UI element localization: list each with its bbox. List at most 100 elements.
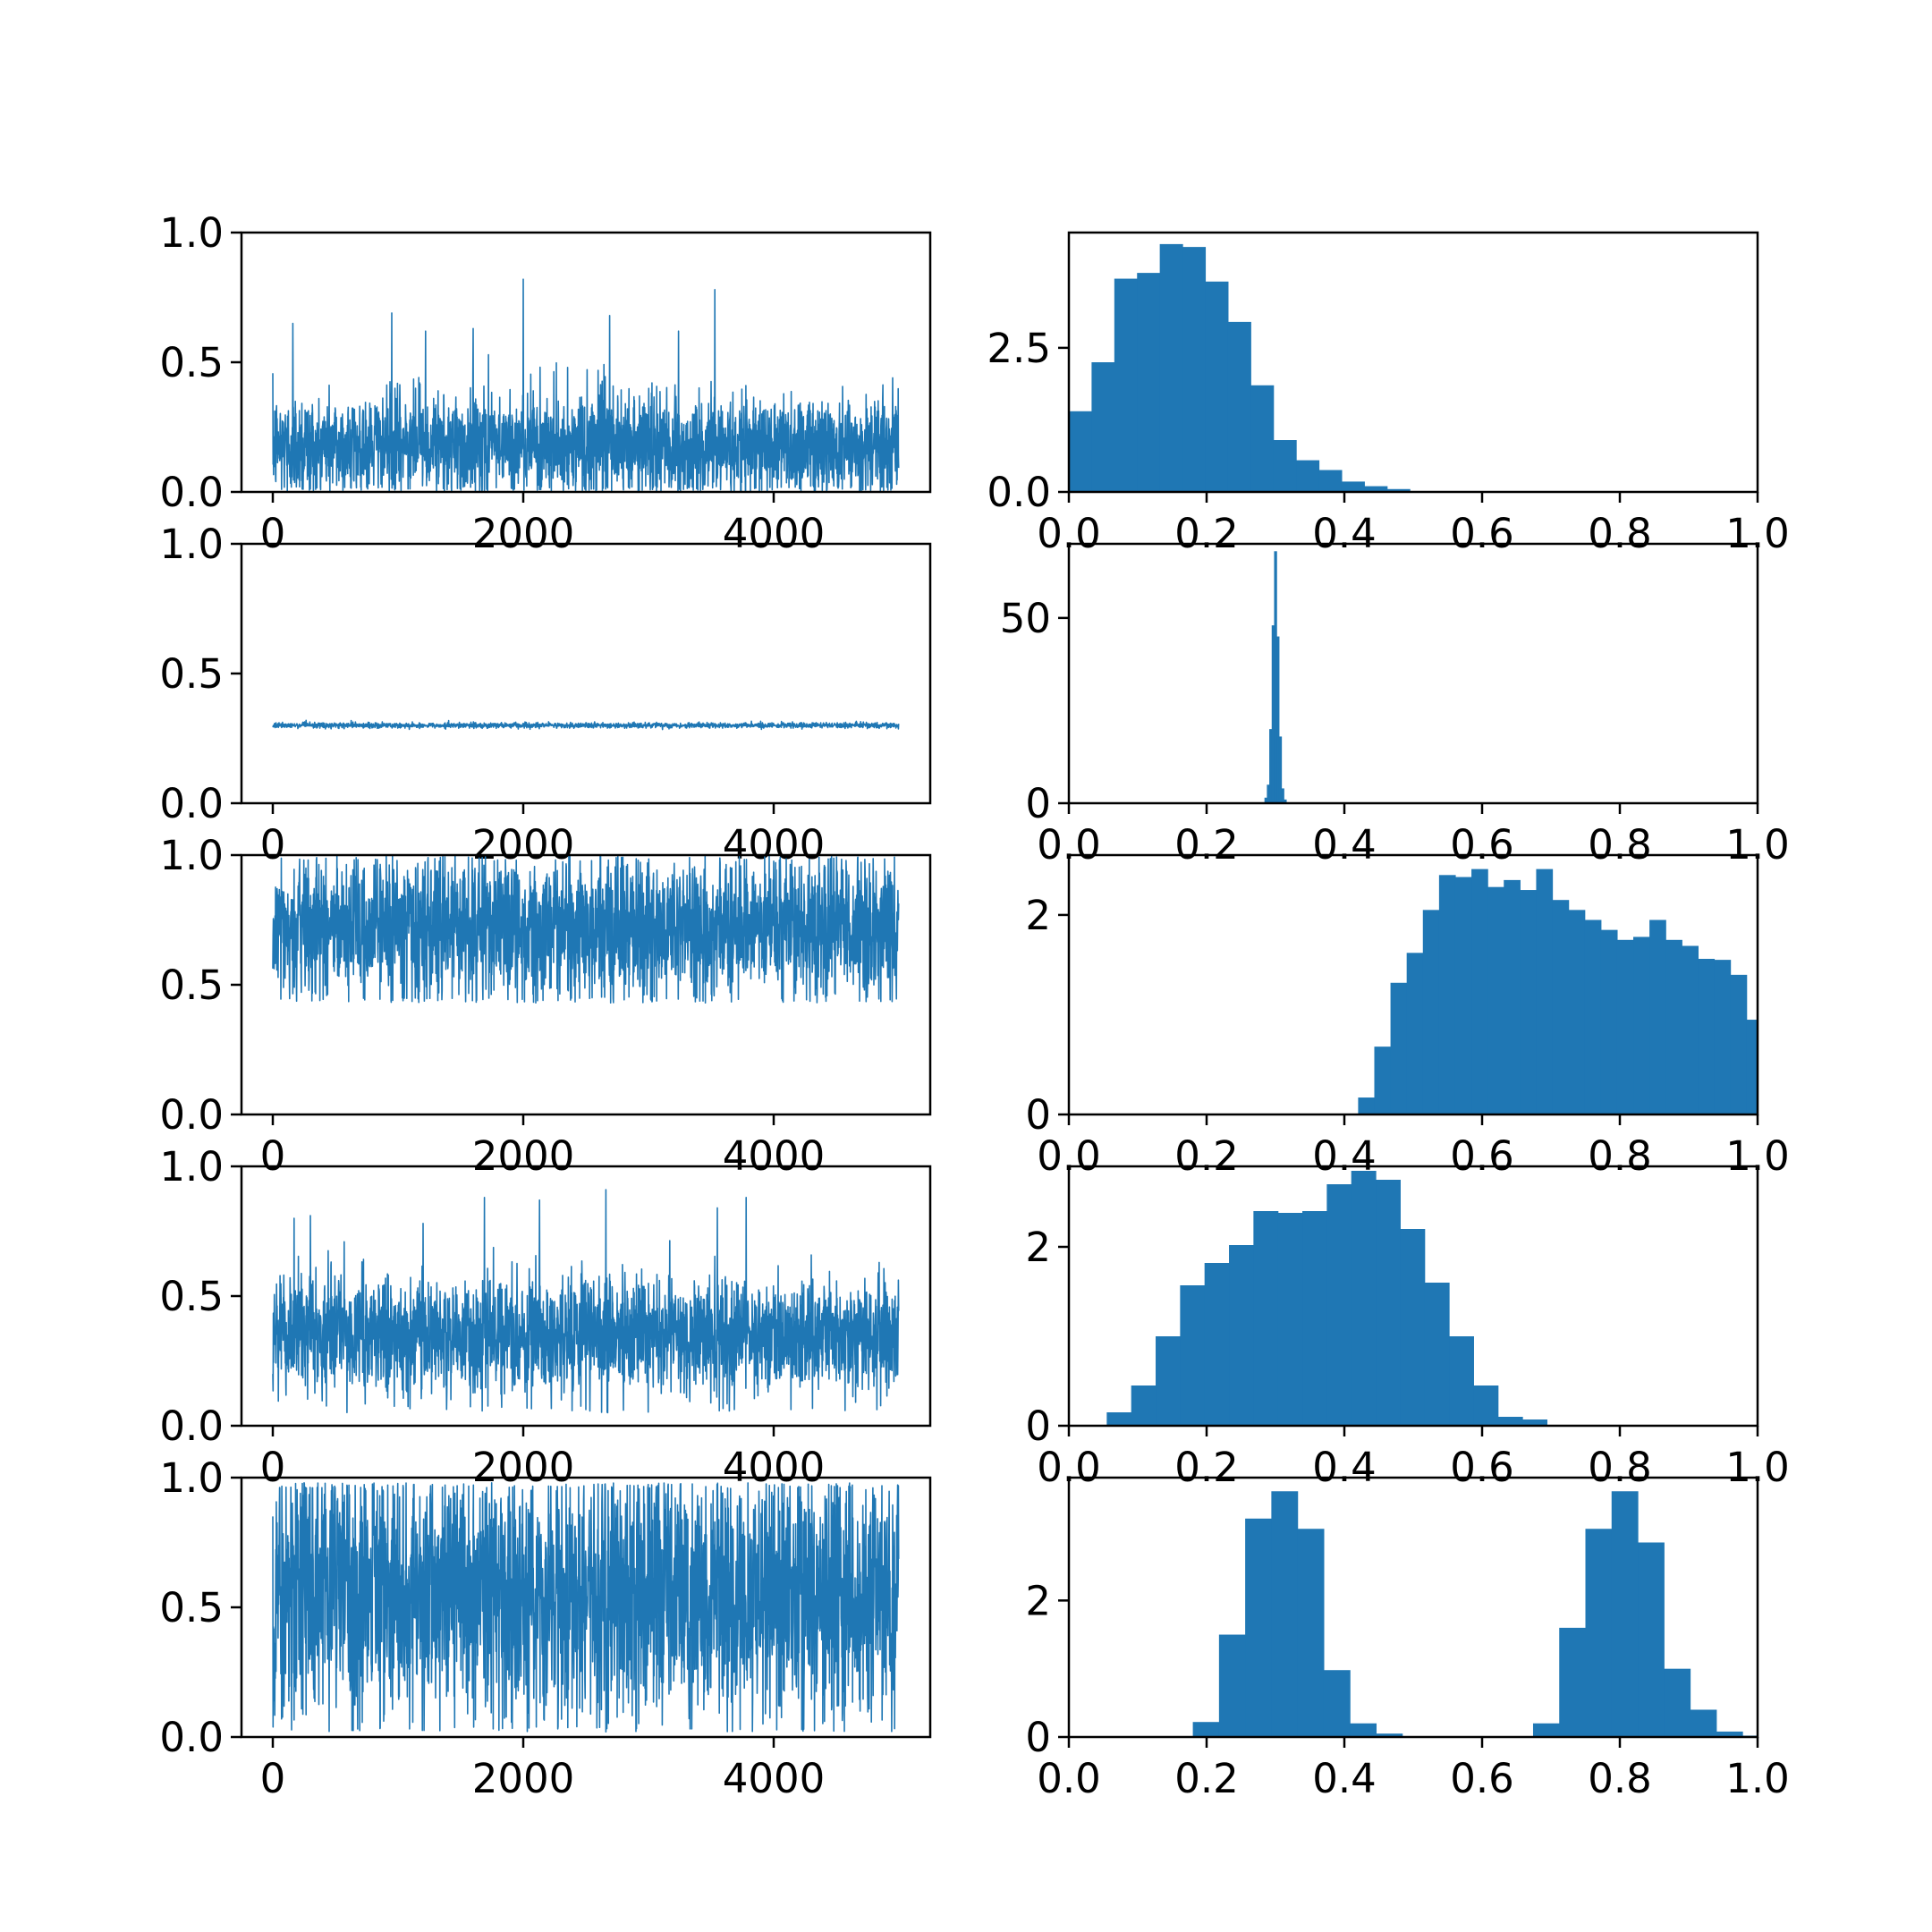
histogram-5: 0.0 0.2 0.4 0.6 0.8 1.0 0 2 [1025,1476,1790,1802]
histogram-3-bar [1633,936,1650,1114]
trace-plot-4-xtick-label: 2000 [472,1444,575,1491]
histogram-5-bar [1192,1722,1220,1737]
trace-plot-2-xtick-label: 2000 [472,821,575,869]
histogram-2-bar [1278,736,1283,803]
histogram-3-bar [1698,959,1716,1114]
histogram-2-xtick-label: 0.2 [1174,821,1239,869]
histogram-1-bar [1227,321,1251,492]
histogram-2-bar [1284,799,1287,803]
histogram-3-bar [1374,1046,1392,1114]
histogram-1-bar [1069,411,1093,492]
histogram-3-bar [1616,939,1634,1114]
trace-plot-4-xtick-label: 4000 [723,1444,826,1491]
histogram-3-xtick-label: 0.6 [1450,1132,1514,1180]
histogram-3-bar [1536,869,1554,1114]
histogram-4-bar [1131,1385,1157,1426]
trace-plot-4-ytick-label: 0.0 [159,1402,224,1450]
histogram-4-bar [1106,1412,1132,1426]
trace-plot-2-series-line [272,719,900,731]
histogram-2-xtick-label: 0.6 [1450,821,1514,869]
histogram-1-bar [1273,440,1297,492]
trace-plot-5-marks [272,1482,900,1733]
histogram-3-bar [1406,953,1424,1114]
histogram-5-xtick-label: 0.4 [1312,1755,1377,1802]
histogram-3-bar [1422,910,1440,1114]
trace-plot-3-xtick-label: 0 [260,1132,286,1180]
trace-plot-1-ytick-label: 1.0 [159,209,224,257]
histogram-2-xtick-label: 0.4 [1312,821,1377,869]
trace-plot-3-marks [272,855,900,1004]
histogram-4-bar [1400,1229,1426,1426]
histogram-1-bar [1318,470,1343,492]
histogram-4-xtick-label: 0.4 [1312,1444,1377,1491]
histogram-5-bar [1376,1733,1403,1737]
histogram-3-bar [1471,869,1488,1114]
trace-plot-5: 0 2000 4000 0.0 0.5 1.0 [159,1454,932,1802]
histogram-5-bar [1350,1723,1377,1737]
histogram-4-bar [1277,1213,1303,1426]
histogram-5-ytick-label: 0 [1025,1714,1051,1761]
trace-plot-5-ytick-label: 0.0 [159,1714,224,1761]
histogram-3-bar [1358,1097,1376,1114]
histogram-3-ytick-label: 2 [1025,892,1051,939]
histogram-4: 0.0 0.2 0.4 0.6 0.8 1.002 [1025,1165,1790,1491]
trace-plot-1-ytick-label: 0.0 [159,469,224,516]
histogram-3-xtick-label: 0.8 [1588,1132,1652,1180]
trace-plot-3-ytick-label: 0.5 [159,962,224,1009]
histogram-2-xtick-label: 0.8 [1588,821,1652,869]
trace-plot-2-ytick-label: 0.5 [159,650,224,698]
histogram-3-bar [1649,919,1666,1114]
trace-plot-3-xtick-label: 2000 [472,1132,575,1180]
histogram-3-bar [1438,875,1456,1114]
histogram-1-bar [1341,481,1365,492]
trace-plot-3: 0 2000 4000 0.0 0.5 1.0 [159,832,932,1180]
trace-plot-1-xtick-label: 4000 [723,510,826,557]
histogram-3-bar [1487,886,1504,1114]
trace-plot-1-ytick-label: 0.5 [159,339,224,386]
histogram-2-axes-frame [1067,542,1759,805]
histogram-4-bar [1351,1171,1377,1426]
trace-plot-5-xtick-label: 2000 [472,1755,575,1802]
trace-plot-5-xtick-label: 4000 [723,1755,826,1802]
histogram-1-marks [1069,243,1411,492]
histogram-4-marks [1106,1171,1547,1426]
histogram-3-bar [1665,939,1682,1114]
histogram-2-bar [1274,551,1277,803]
histogram-3-bar [1730,974,1748,1114]
histogram-1-bar [1296,460,1320,492]
histogram-1-bar [1205,281,1229,492]
histogram-3-bar [1390,982,1408,1114]
histogram-3-bar [1682,945,1699,1114]
histogram-1-bar [1137,273,1161,492]
histogram-1-axes-frame [1067,231,1759,494]
trace-plot-4-ytick-label: 1.0 [159,1143,224,1191]
histogram-5-marks [1192,1491,1758,1737]
histogram-1-xtick-label: 0.6 [1450,510,1514,557]
trace-plot-4-ytick-label: 0.5 [159,1273,224,1320]
histogram-3-bar [1600,929,1618,1114]
histogram-2-bar [1264,797,1267,803]
trace-plot-2-ytick-label: 0.0 [159,780,224,827]
histogram-2-bar [1281,788,1284,803]
histogram-3-bar [1552,900,1570,1114]
histogram-4-xtick-label: 0.6 [1450,1444,1514,1491]
trace-plot-2-marks [272,719,900,731]
histogram-5-ytick-label: 2 [1025,1577,1051,1624]
histogram-4-bar [1326,1184,1352,1426]
histogram-5-bar [1638,1542,1665,1737]
histogram-4-xtick-label: 0.8 [1588,1444,1652,1491]
histogram-4-bar [1497,1417,1523,1426]
histogram-2-ytick-label: 50 [1000,595,1051,642]
trace-plot-5-ytick-label: 0.5 [159,1584,224,1631]
trace-plot-5-series-line [272,1482,900,1733]
histogram-4-xtick-label: 0.2 [1174,1444,1239,1491]
histogram-2-ytick-label: 0 [1025,780,1051,827]
histogram-5-bar [1559,1627,1587,1737]
histogram-5-bar [1245,1518,1272,1737]
trace-plot-1-xtick-label: 0 [260,510,286,557]
trace-plot-1-xtick-label: 2000 [472,510,575,557]
histogram-1-bar [1091,362,1115,492]
histogram-5-xtick-label: 0.2 [1174,1755,1239,1802]
trace-plot-5-xtick-label: 0 [260,1755,286,1802]
